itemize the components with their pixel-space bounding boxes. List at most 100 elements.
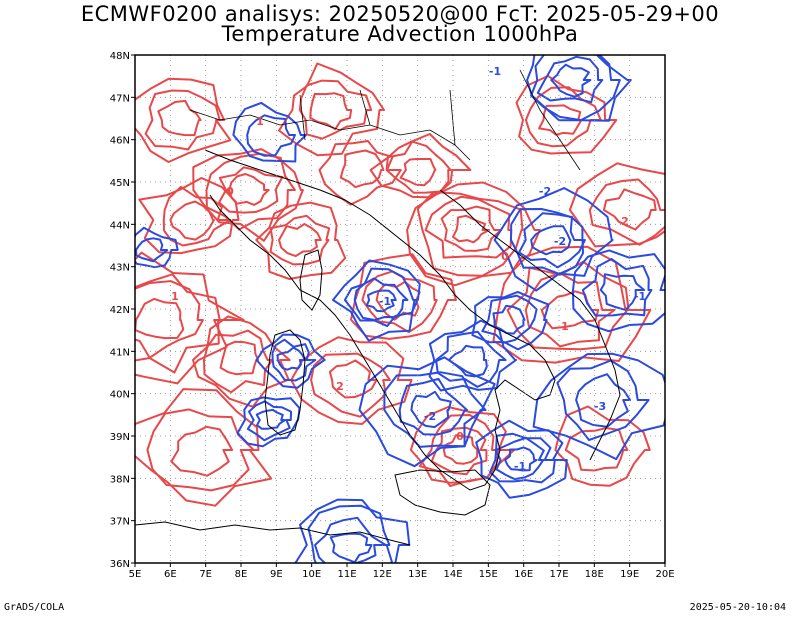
lat-tick-label: 43N <box>110 263 130 274</box>
cold-advection-contour <box>307 504 393 563</box>
cold-advection-contour <box>494 436 545 481</box>
warm-advection-contour <box>170 425 234 477</box>
warm-advection-contour <box>135 77 232 163</box>
cold-advection-contour <box>383 371 487 448</box>
cold-advection-contour <box>475 419 568 499</box>
warm-advection-contour <box>602 188 657 231</box>
lat-tick-label: 47N <box>110 93 130 104</box>
warm-advection-contour <box>290 336 413 425</box>
lat-tick-label: 41N <box>110 347 130 358</box>
warm-advection-contour <box>138 177 240 255</box>
warm-advection-contour <box>416 191 524 277</box>
sicily-coastline <box>394 469 491 516</box>
cold-advection-contour <box>332 259 421 342</box>
contour-label-negative: -3 <box>594 400 606 413</box>
contour-label-negative: -2 <box>539 185 551 198</box>
warm-advection-contour <box>328 359 378 399</box>
cold-advection-contour <box>353 277 409 321</box>
cold-advection-contour <box>550 63 592 98</box>
warm-advection-contour <box>406 181 541 287</box>
warm-advection-contour <box>554 405 651 487</box>
warm-advection-contour <box>203 329 274 394</box>
lon-tick-label: 16E <box>514 569 533 580</box>
warm-advection-contour <box>310 352 391 418</box>
cold-advection-contour <box>135 226 179 269</box>
contour-label-negative: -1 <box>379 295 391 308</box>
warm-advection-contour <box>135 280 204 359</box>
lon-tick-label: 17E <box>549 569 568 580</box>
lat-tick-label: 36N <box>110 559 130 570</box>
contour-label-negative: -2 <box>424 410 436 423</box>
lat-tick-label: 38N <box>110 474 130 485</box>
warm-advection-contour <box>135 251 245 385</box>
lat-tick-label: 44N <box>110 220 130 231</box>
warm-advection-contour <box>418 414 500 487</box>
cold-advection-contour <box>271 338 317 382</box>
cold-advection-contour <box>358 356 496 468</box>
lat-tick-label: 45N <box>110 178 130 189</box>
lon-tick-label: 5E <box>129 569 142 580</box>
cold-advection-contour <box>530 55 621 122</box>
lon-tick-label: 6E <box>164 569 177 580</box>
contour-label-positive: 0 <box>226 185 234 198</box>
cold-advection-contour <box>435 330 507 388</box>
footer-software: GrADS/COLA <box>4 602 65 613</box>
lon-tick-label: 19E <box>620 569 639 580</box>
chart-subtitle: Temperature Advection 1000hPa <box>221 22 579 46</box>
cold-advection-contour <box>294 498 411 563</box>
warm-advection-contour <box>564 427 629 472</box>
cold-advection-contour <box>236 396 301 448</box>
italy-coastline <box>204 149 556 491</box>
cold-advection-contour <box>504 446 538 472</box>
warm-advection-contour <box>255 201 347 280</box>
warm-advection-contour <box>146 408 255 492</box>
warm-advection-contour <box>440 205 503 252</box>
cold-advection-contour <box>532 352 665 461</box>
chart-title: ECMWF0200 analisys: 20250520@00 FcT: 202… <box>80 2 720 26</box>
cold-advection-contour <box>526 55 632 122</box>
warm-advection-contour <box>135 388 273 507</box>
cold-advection-contour <box>581 258 653 317</box>
lon-tick-label: 7E <box>199 569 212 580</box>
cold-advection-contour <box>481 294 538 344</box>
cold-advection-contour <box>471 290 550 351</box>
contour-label-positive: 0 <box>456 430 464 443</box>
cold-advection-contour <box>428 319 517 392</box>
lat-tick-label: 37N <box>110 517 130 528</box>
warm-advection-contour <box>135 273 221 374</box>
warm-advection-contour <box>169 200 215 241</box>
warm-advection-contour <box>318 140 402 206</box>
cold-advection-contour <box>329 532 373 563</box>
contour-label-positive: 1 <box>561 320 569 333</box>
cold-advection-contour <box>232 101 307 163</box>
warm-advection-contour <box>309 92 353 131</box>
warm-advection-contour <box>350 253 457 340</box>
warm-advection-contour <box>361 270 438 334</box>
contour-label-positive: 1 <box>256 115 264 128</box>
cold-advection-contour <box>343 267 419 328</box>
warm-advection-contour <box>506 260 630 351</box>
warm-advection-contour <box>278 223 322 258</box>
africa-coastline <box>135 521 411 546</box>
warm-advection-contour <box>369 133 472 199</box>
cold-advection-contour <box>489 432 556 484</box>
warm-advection-contour <box>135 297 185 340</box>
lon-tick-label: 8E <box>235 569 248 580</box>
contour-label-positive: 0 <box>501 250 509 263</box>
lat-tick-label: 42N <box>110 305 130 316</box>
warm-advection-contour <box>228 173 270 206</box>
warm-advection-contour <box>219 340 259 376</box>
warm-advection-contour <box>424 195 513 259</box>
lon-tick-label: 11E <box>337 569 356 580</box>
cold-advection-contour <box>255 408 286 430</box>
lat-tick-label: 46N <box>110 136 130 147</box>
contour-label-positive: 1 <box>171 290 179 303</box>
cold-advection-contour <box>314 516 387 563</box>
footer-timestamp: 2025-05-20-10:04 <box>689 602 786 613</box>
warm-advection-contour <box>588 178 665 246</box>
balkan-coastline <box>439 189 621 461</box>
warm-advection-contour <box>144 89 221 151</box>
lon-tick-label: 18E <box>585 569 604 580</box>
warm-advection-contour <box>269 214 331 266</box>
cold-advection-contour <box>572 249 665 333</box>
